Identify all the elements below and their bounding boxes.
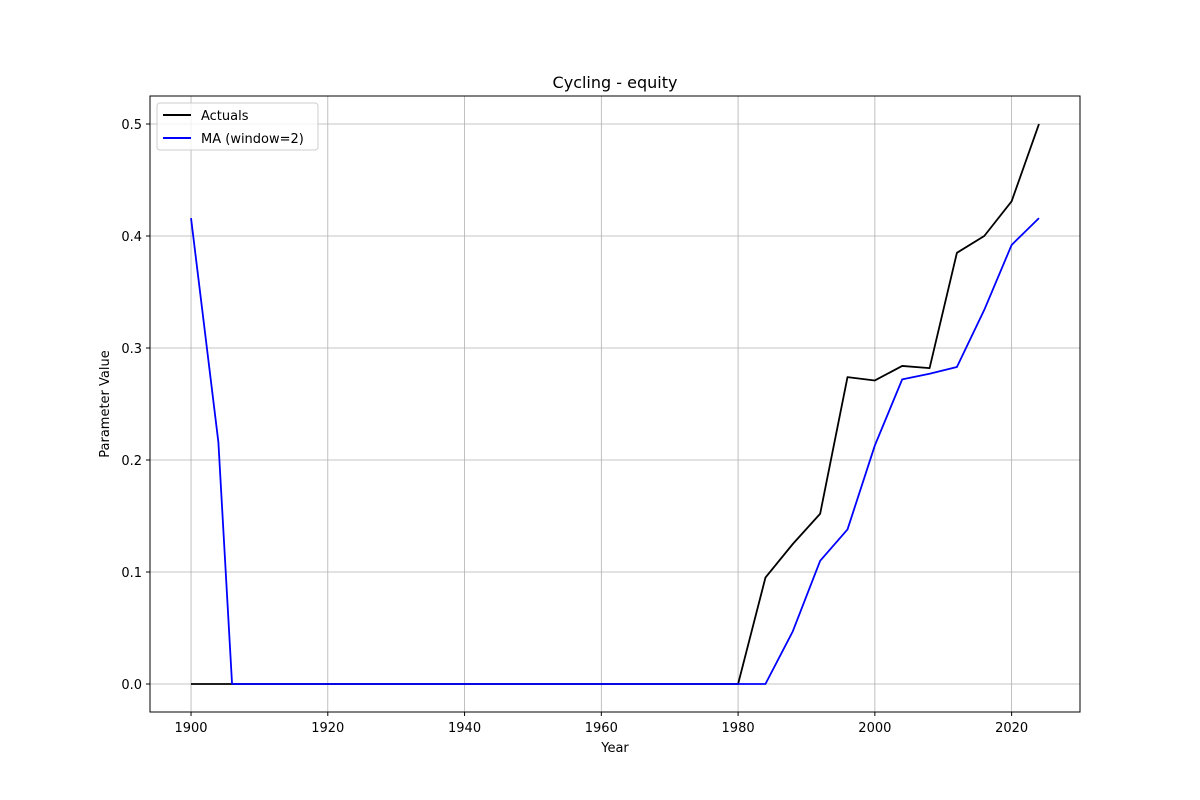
chart-title: Cycling - equity xyxy=(553,73,678,92)
x-tick-label: 1940 xyxy=(448,721,481,736)
x-tick-label: 1920 xyxy=(311,721,344,736)
series-line-ma xyxy=(190,217,1040,685)
x-tick-label: 1900 xyxy=(174,721,207,736)
y-tick-label: 0.2 xyxy=(121,454,142,469)
legend-label-ma: MA (window=2) xyxy=(201,132,304,147)
y-tick-label: 0.3 xyxy=(121,342,142,357)
tick-layer: 1900 1920 1940 1960 1980 2000 2020 0.0 0.1 0.2 0.3… xyxy=(121,118,1028,736)
y-tick-label: 0.5 xyxy=(121,118,142,133)
plot-area xyxy=(150,96,1080,712)
y-tick-label: 0.0 xyxy=(121,678,142,693)
y-tick-label: 0.4 xyxy=(121,230,142,245)
legend: Actuals MA (window=2) xyxy=(156,102,319,151)
x-tick-label: 2000 xyxy=(858,721,891,736)
legend-box xyxy=(156,102,319,151)
legend-label-actuals: Actuals xyxy=(201,109,249,124)
x-tick-label: 1980 xyxy=(722,721,755,736)
y-axis-label: Parameter Value xyxy=(98,350,113,457)
x-tick-label: 2020 xyxy=(995,721,1028,736)
series-layer xyxy=(190,123,1040,685)
x-tick-label: 1960 xyxy=(585,721,618,736)
x-axis-label: Year xyxy=(600,741,629,756)
y-tick-label: 0.1 xyxy=(121,566,142,581)
plot-frame xyxy=(149,95,1081,713)
